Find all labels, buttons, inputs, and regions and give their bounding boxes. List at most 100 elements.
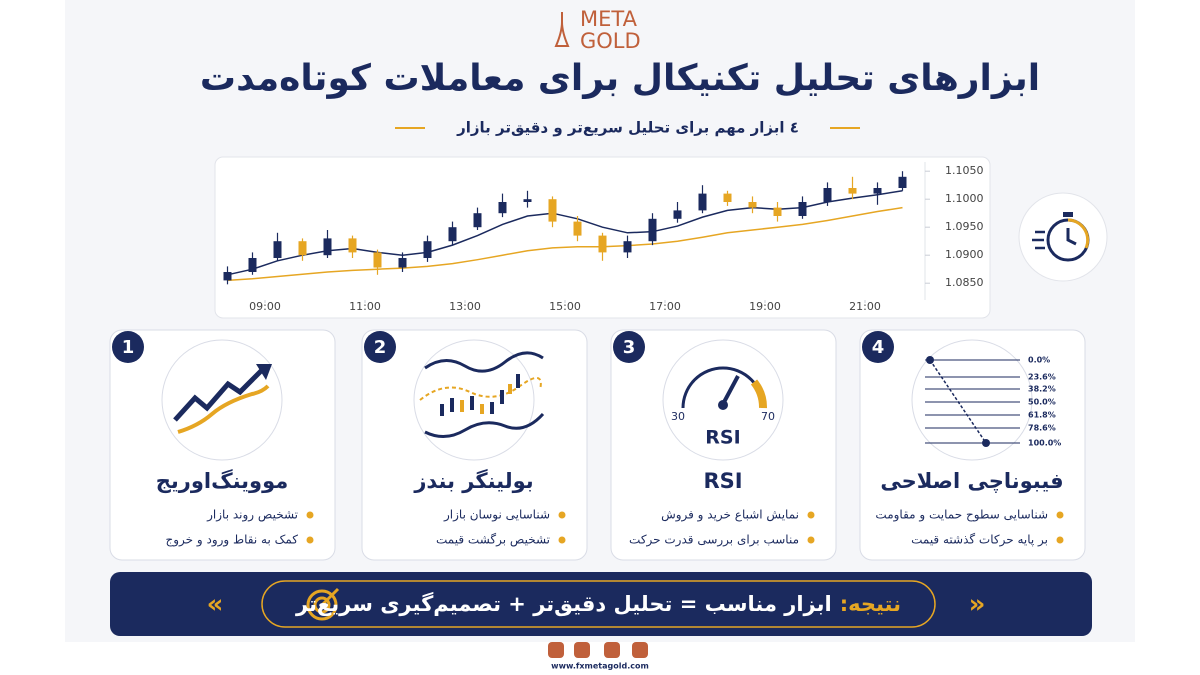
candle-body <box>348 238 357 253</box>
rsi-gauge-icon: 30 70 RSI <box>671 366 775 449</box>
candle-body <box>798 202 807 216</box>
y-tick-label: 1.1050 <box>945 164 984 177</box>
candle-body <box>223 272 232 281</box>
card-title: بولینگر بندز <box>413 468 533 493</box>
candle-body <box>598 235 607 253</box>
candle-body <box>548 199 557 222</box>
candle-body <box>523 199 532 202</box>
fib-label: 38.2% <box>1028 385 1056 394</box>
bullet-dot <box>558 536 566 544</box>
logo-text: META <box>580 7 638 31</box>
fibonacci-icon: 0.0% 23.6% 38.2% 50.0% 61.8% 78.6% 100.0% <box>925 356 1061 448</box>
conclusion-pill <box>261 580 936 628</box>
number-badge <box>862 331 894 363</box>
chevron: « <box>207 590 224 620</box>
candle-body <box>648 218 657 242</box>
card-title: فیبوناچی اصلاحی <box>880 469 1063 493</box>
bullet-dot <box>558 511 566 519</box>
icon-circle <box>161 339 283 461</box>
gauge-label: RSI <box>705 427 740 449</box>
chevron: » <box>969 590 986 620</box>
candle-body <box>773 207 782 216</box>
x-tick-label: 17:00 <box>649 300 681 313</box>
candle-body <box>623 241 632 253</box>
bullet-text: مناسب برای بررسی قدرت حرکت <box>629 533 799 548</box>
card-number: 4 <box>872 337 885 358</box>
candle-body <box>723 193 732 202</box>
stopwatch-icon <box>1018 192 1108 282</box>
card-number: 2 <box>374 337 387 358</box>
card-title: مووینگ‌اوریج <box>156 468 289 493</box>
number-badge <box>613 331 645 363</box>
candle-body <box>498 202 507 214</box>
card-number: 3 <box>623 337 636 358</box>
website: www.fxmetagold.com <box>551 662 649 671</box>
moving-average-icon <box>173 364 272 434</box>
bullet-dot <box>306 536 314 544</box>
candle-body <box>848 188 857 194</box>
y-tick-label: 1.1000 <box>945 192 984 205</box>
number-badge <box>112 331 144 363</box>
fib-label: 50.0% <box>1028 398 1056 407</box>
candle-body <box>448 227 457 242</box>
fib-label: 23.6% <box>1028 373 1056 382</box>
fib-label: 78.6% <box>1028 424 1056 433</box>
bullet-text: شناسایی نوسان بازار <box>443 508 550 523</box>
x-tick-label: 15:00 <box>549 300 581 313</box>
logo-text: GOLD <box>580 29 641 53</box>
bullet-text: نمایش اشباع خرید و فروش <box>661 508 799 523</box>
number-badge <box>364 331 396 363</box>
conclusion-label: نتیجه: <box>839 592 902 616</box>
bullet-text: شناسایی سطوح حمایت و مقاومت <box>875 508 1048 523</box>
title: ابزارهای تحلیل تکنیکال برای معاملات کوتا… <box>200 58 1040 99</box>
y-tick-label: 1.0850 <box>945 276 984 289</box>
bullet-dot <box>807 536 815 544</box>
subtitle: ٤ ابزار مهم برای تحلیل سریع‌تر و دقیق‌تر… <box>456 119 799 137</box>
bullet-text: تشخیص برگشت قیمت <box>436 533 550 548</box>
icon-circle <box>911 339 1033 461</box>
candle-body <box>398 258 407 268</box>
fib-label: 100.0% <box>1028 439 1061 448</box>
bullet-text: کمک به نقاط ورود و خروج <box>165 533 298 548</box>
bullet-dot <box>1056 511 1064 519</box>
candle-body <box>373 252 382 268</box>
candle-body <box>298 241 307 256</box>
fib-label: 0.0% <box>1028 356 1050 365</box>
bullet-text: بر پایه حرکات گذشته قیمت <box>911 533 1048 548</box>
candle-body <box>673 210 682 219</box>
y-tick-label: 1.0950 <box>945 220 984 233</box>
candle-body <box>423 241 432 258</box>
x-tick-label: 09:00 <box>249 300 281 313</box>
bullet-dot <box>807 511 815 519</box>
card-number: 1 <box>122 337 135 358</box>
candle-body <box>698 193 707 211</box>
candle-body <box>323 238 332 256</box>
social-icons <box>548 642 648 658</box>
candle-body <box>248 258 257 272</box>
bullet-text: تشخیص روند بازار <box>206 508 298 523</box>
conclusion-bar <box>110 572 1092 636</box>
bullet-dot <box>1056 536 1064 544</box>
target-icon <box>306 587 340 621</box>
gauge-label: 70 <box>761 410 775 423</box>
bollinger-icon <box>419 351 545 438</box>
bullet-dot <box>306 511 314 519</box>
logo: META GOLD <box>554 7 641 53</box>
x-tick-label: 19:00 <box>749 300 781 313</box>
candle-body <box>573 221 582 236</box>
candle-body <box>273 241 282 258</box>
x-tick-label: 11:00 <box>349 300 381 313</box>
gauge-label: 30 <box>671 410 685 423</box>
candle-body <box>823 188 832 202</box>
y-tick-label: 1.0900 <box>945 248 984 261</box>
x-tick-label: 21:00 <box>849 300 881 313</box>
conclusion-text: ابزار مناسب = تحلیل دقیق‌تر + تصمیم‌گیری… <box>295 592 832 616</box>
fib-label: 61.8% <box>1028 411 1056 420</box>
moving-average-line <box>227 190 903 276</box>
conclusion: نتیجه: ابزار مناسب = تحلیل دقیق‌تر + تصم… <box>262 580 935 628</box>
chart: 1.0850 1.0900 1.0950 1.1000 1.1050 09:00 11:00… <box>223 164 984 313</box>
card-title: RSI <box>703 469 742 493</box>
candle-body <box>473 213 482 228</box>
